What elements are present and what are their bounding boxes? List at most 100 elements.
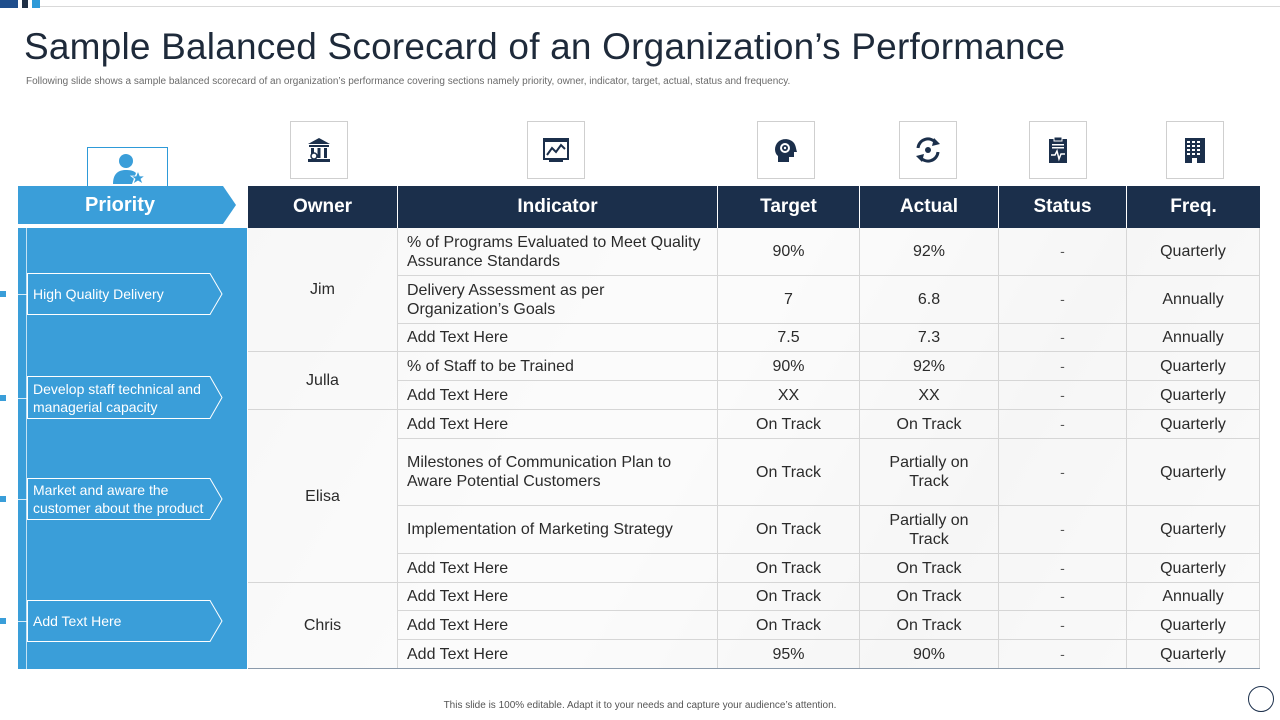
footer-note: This slide is 100% editable. Adapt it to…	[443, 700, 837, 711]
connector-dot	[0, 290, 7, 298]
owner-cell: Jim	[248, 228, 398, 352]
priority-item-label: Develop staff technical and managerial c…	[33, 380, 201, 415]
status-cell: -	[999, 506, 1127, 554]
target-cell: On Track	[718, 583, 860, 611]
refresh-cycle-icon	[899, 121, 957, 179]
connector-dot	[0, 617, 7, 625]
status-cell: -	[999, 410, 1127, 439]
status-cell: -	[999, 554, 1127, 583]
priority-header: Priority	[18, 186, 236, 224]
owner-cell: Chris	[248, 583, 398, 669]
priority-item-outline	[27, 600, 223, 642]
indicator-cell: Add Text Here	[398, 640, 718, 669]
office-building-icon	[1166, 121, 1224, 179]
indicator-cell: Add Text Here	[398, 381, 718, 410]
indicator-cell: Add Text Here	[398, 410, 718, 439]
actual-cell: 6.8	[860, 276, 999, 324]
header-status: Status	[999, 186, 1127, 228]
actual-cell: Partially on Track	[860, 506, 999, 554]
status-cell: -	[999, 324, 1127, 352]
status-cell: -	[999, 611, 1127, 640]
freq-cell: Quarterly	[1127, 439, 1260, 506]
accent-square	[32, 0, 40, 8]
top-accent-bar	[0, 0, 1280, 8]
priority-item: High Quality Delivery	[0, 273, 223, 315]
header-actual: Actual	[860, 186, 999, 228]
freq-cell: Quarterly	[1127, 611, 1260, 640]
indicator-cell: % of Staff to be Trained	[398, 352, 718, 381]
freq-cell: Annually	[1127, 276, 1260, 324]
header-target: Target	[718, 186, 860, 228]
actual-cell: Partially on Track	[860, 439, 999, 506]
priority-item: Develop staff technical and managerial c…	[0, 376, 223, 419]
head-gear-target-icon	[757, 121, 815, 179]
indicator-cell: Add Text Here	[398, 583, 718, 611]
freq-cell: Quarterly	[1127, 228, 1260, 276]
target-cell: On Track	[718, 410, 860, 439]
target-cell: 90%	[718, 228, 860, 276]
actual-cell: XX	[860, 381, 999, 410]
priority-item-label: High Quality Delivery	[33, 286, 164, 302]
priority-item-outline	[27, 478, 223, 520]
status-cell: -	[999, 640, 1127, 669]
priority-item: Market and aware the customer about the …	[0, 478, 223, 520]
priority-item: Add Text Here	[0, 600, 223, 642]
priority-item-outline	[27, 273, 223, 315]
status-cell: -	[999, 228, 1127, 276]
status-cell: -	[999, 583, 1127, 611]
header-owner: Owner	[248, 186, 398, 228]
header-freq: Freq.	[1127, 186, 1260, 228]
target-cell: On Track	[718, 611, 860, 640]
user-star-icon	[87, 147, 168, 187]
freq-cell: Quarterly	[1127, 410, 1260, 439]
target-cell: XX	[718, 381, 860, 410]
target-cell: On Track	[718, 439, 860, 506]
slide-subtitle: Following slide shows a sample balanced …	[26, 76, 791, 87]
actual-cell: 7.3	[860, 324, 999, 352]
top-rule	[40, 6, 1280, 7]
indicator-cell: Add Text Here	[398, 324, 718, 352]
table-header: Owner Indicator Target Actual Status Fre…	[248, 186, 1260, 228]
actual-cell: On Track	[860, 410, 999, 439]
indicator-cell: Milestones of Communication Plan to Awar…	[398, 439, 718, 506]
priority-item-label: Add Text Here	[33, 613, 122, 629]
actual-cell: On Track	[860, 611, 999, 640]
actual-cell: 92%	[860, 352, 999, 381]
target-cell: 90%	[718, 352, 860, 381]
status-cell: -	[999, 381, 1127, 410]
freq-cell: Quarterly	[1127, 640, 1260, 669]
clipboard-pulse-icon	[1029, 121, 1087, 179]
freq-cell: Annually	[1127, 324, 1260, 352]
actual-cell: On Track	[860, 554, 999, 583]
owner-cell: Julla	[248, 352, 398, 410]
indicator-cell: Delivery Assessment as per Organization’…	[398, 276, 718, 324]
indicator-cell: % of Programs Evaluated to Meet Quality …	[398, 228, 718, 276]
bank-building-icon	[290, 121, 348, 179]
priority-panel	[18, 228, 247, 669]
target-cell: 7.5	[718, 324, 860, 352]
actual-cell: 92%	[860, 228, 999, 276]
target-cell: On Track	[718, 506, 860, 554]
status-cell: -	[999, 439, 1127, 506]
header-indicator: Indicator	[398, 186, 718, 228]
accent-square	[0, 0, 18, 8]
status-cell: -	[999, 276, 1127, 324]
indicator-cell: Add Text Here	[398, 554, 718, 583]
priority-connector-line	[26, 228, 27, 669]
slide-title: Sample Balanced Scorecard of an Organiza…	[24, 26, 1066, 67]
status-cell: -	[999, 352, 1127, 381]
target-cell: 95%	[718, 640, 860, 669]
priority-item-outline	[27, 376, 223, 419]
freq-cell: Quarterly	[1127, 554, 1260, 583]
indicator-cell: Implementation of Marketing Strategy	[398, 506, 718, 554]
freq-cell: Quarterly	[1127, 506, 1260, 554]
connector-dot	[0, 495, 7, 503]
freq-cell: Quarterly	[1127, 381, 1260, 410]
accent-square	[22, 0, 28, 8]
freq-cell: Annually	[1127, 583, 1260, 611]
analytics-chart-icon	[527, 121, 585, 179]
freq-cell: Quarterly	[1127, 352, 1260, 381]
owner-cell: Elisa	[248, 410, 398, 583]
priority-item-label: Market and aware the customer about the …	[33, 482, 204, 516]
actual-cell: 90%	[860, 640, 999, 669]
